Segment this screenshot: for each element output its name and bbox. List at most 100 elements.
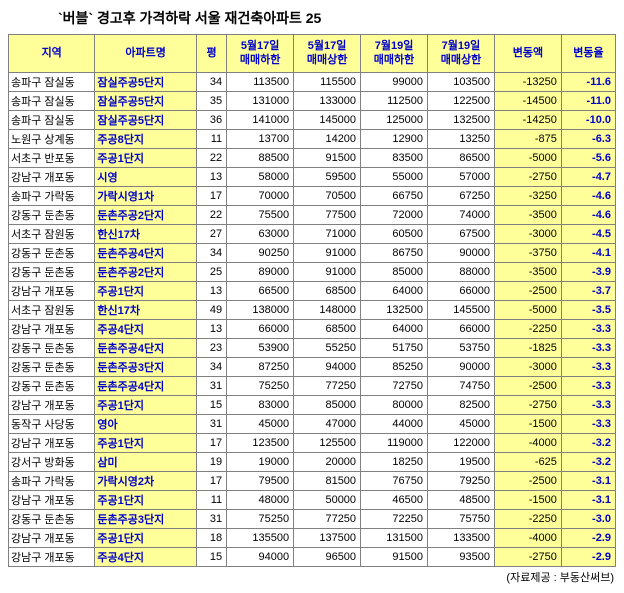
cell-region: 송파구 가락동 [9, 471, 95, 490]
cell-chg: -1825 [494, 338, 561, 357]
cell-chg: -4000 [494, 528, 561, 547]
cell-jul-lo: 60500 [361, 224, 428, 243]
cell-jul-hi: 122500 [428, 91, 495, 110]
col-header: 지역 [9, 35, 95, 73]
col-header: 7월19일매매하한 [361, 35, 428, 73]
cell-region: 서초구 잠원동 [9, 224, 95, 243]
cell-may-lo: 66500 [227, 281, 294, 300]
table-row: 강동구 둔촌동둔촌주공3단지3175250772507225075750-225… [9, 509, 616, 528]
cell-pct: -2.9 [561, 547, 615, 566]
table-row: 강남구 개포동주공1단지17123500125500119000122000-4… [9, 433, 616, 452]
col-header: 평 [196, 35, 226, 73]
cell-apt: 주공1단지 [95, 395, 197, 414]
cell-apt: 한신17차 [95, 300, 197, 319]
cell-region: 강서구 방화동 [9, 452, 95, 471]
cell-pct: -4.5 [561, 224, 615, 243]
table-row: 강남구 개포동주공4단지1366000685006400066000-2250-… [9, 319, 616, 338]
cell-may-lo: 113500 [227, 72, 294, 91]
cell-chg: -875 [494, 129, 561, 148]
cell-pyeong: 11 [196, 490, 226, 509]
cell-pyeong: 15 [196, 547, 226, 566]
cell-pyeong: 27 [196, 224, 226, 243]
cell-pct: -11.0 [561, 91, 615, 110]
cell-region: 강동구 둔촌동 [9, 262, 95, 281]
col-header: 변동율 [561, 35, 615, 73]
cell-region: 서초구 반포동 [9, 148, 95, 167]
cell-apt: 주공1단지 [95, 281, 197, 300]
cell-jul-hi: 122000 [428, 433, 495, 452]
cell-pct: -3.3 [561, 414, 615, 433]
cell-may-hi: 145000 [294, 110, 361, 129]
cell-may-lo: 94000 [227, 547, 294, 566]
table-row: 강남구 개포동주공1단지1583000850008000082500-2750-… [9, 395, 616, 414]
cell-chg: -14500 [494, 91, 561, 110]
cell-may-hi: 50000 [294, 490, 361, 509]
cell-chg: -3250 [494, 186, 561, 205]
col-header: 7월19일매매상한 [428, 35, 495, 73]
cell-pct: -3.3 [561, 319, 615, 338]
cell-chg: -1500 [494, 414, 561, 433]
cell-pyeong: 17 [196, 471, 226, 490]
cell-may-hi: 59500 [294, 167, 361, 186]
cell-chg: -3500 [494, 205, 561, 224]
cell-region: 서초구 잠원동 [9, 300, 95, 319]
cell-jul-hi: 75750 [428, 509, 495, 528]
cell-pyeong: 25 [196, 262, 226, 281]
cell-chg: -2750 [494, 547, 561, 566]
table-row: 송파구 잠실동잠실주공5단지36141000145000125000132500… [9, 110, 616, 129]
cell-pct: -3.3 [561, 376, 615, 395]
cell-jul-lo: 83500 [361, 148, 428, 167]
cell-may-hi: 71000 [294, 224, 361, 243]
cell-pct: -3.7 [561, 281, 615, 300]
cell-jul-hi: 67250 [428, 186, 495, 205]
cell-pct: -3.0 [561, 509, 615, 528]
cell-may-lo: 89000 [227, 262, 294, 281]
cell-may-hi: 14200 [294, 129, 361, 148]
table-row: 강남구 개포동시영1358000595005500057000-2750-4.7 [9, 167, 616, 186]
cell-pct: -3.2 [561, 452, 615, 471]
cell-jul-lo: 91500 [361, 547, 428, 566]
cell-jul-lo: 72000 [361, 205, 428, 224]
cell-may-lo: 135500 [227, 528, 294, 547]
cell-may-lo: 87250 [227, 357, 294, 376]
cell-chg: -5000 [494, 148, 561, 167]
cell-apt: 주공8단지 [95, 129, 197, 148]
cell-pct: -3.3 [561, 395, 615, 414]
cell-pct: -10.0 [561, 110, 615, 129]
cell-jul-hi: 103500 [428, 72, 495, 91]
cell-chg: -3000 [494, 357, 561, 376]
cell-region: 강남구 개포동 [9, 167, 95, 186]
price-table: 지역아파트명평5월17일매매하한5월17일매매상한7월19일매매하한7월19일매… [8, 34, 616, 567]
cell-jul-lo: 72250 [361, 509, 428, 528]
cell-may-lo: 88500 [227, 148, 294, 167]
cell-jul-hi: 133500 [428, 528, 495, 547]
cell-apt: 주공4단지 [95, 547, 197, 566]
cell-apt: 주공1단지 [95, 433, 197, 452]
cell-region: 강동구 둔촌동 [9, 509, 95, 528]
cell-may-hi: 68500 [294, 319, 361, 338]
cell-jul-hi: 79250 [428, 471, 495, 490]
cell-region: 강남구 개포동 [9, 319, 95, 338]
cell-may-hi: 77250 [294, 376, 361, 395]
cell-region: 강동구 둔촌동 [9, 338, 95, 357]
cell-region: 송파구 잠실동 [9, 72, 95, 91]
table-row: 강동구 둔촌동둔촌주공4단지3175250772507275074750-250… [9, 376, 616, 395]
cell-jul-lo: 72750 [361, 376, 428, 395]
cell-may-lo: 75250 [227, 376, 294, 395]
cell-chg: -2750 [494, 395, 561, 414]
cell-jul-lo: 132500 [361, 300, 428, 319]
cell-pyeong: 31 [196, 376, 226, 395]
cell-pct: -6.3 [561, 129, 615, 148]
cell-apt: 시영 [95, 167, 197, 186]
table-row: 동작구 사당동영아3145000470004400045000-1500-3.3 [9, 414, 616, 433]
cell-may-hi: 91500 [294, 148, 361, 167]
cell-chg: -2250 [494, 319, 561, 338]
cell-may-lo: 79500 [227, 471, 294, 490]
cell-jul-hi: 13250 [428, 129, 495, 148]
cell-jul-hi: 67500 [428, 224, 495, 243]
cell-jul-hi: 66000 [428, 281, 495, 300]
cell-pct: -4.6 [561, 205, 615, 224]
cell-apt: 주공1단지 [95, 528, 197, 547]
table-row: 송파구 잠실동잠실주공5단지3411350011550099000103500-… [9, 72, 616, 91]
cell-jul-lo: 99000 [361, 72, 428, 91]
